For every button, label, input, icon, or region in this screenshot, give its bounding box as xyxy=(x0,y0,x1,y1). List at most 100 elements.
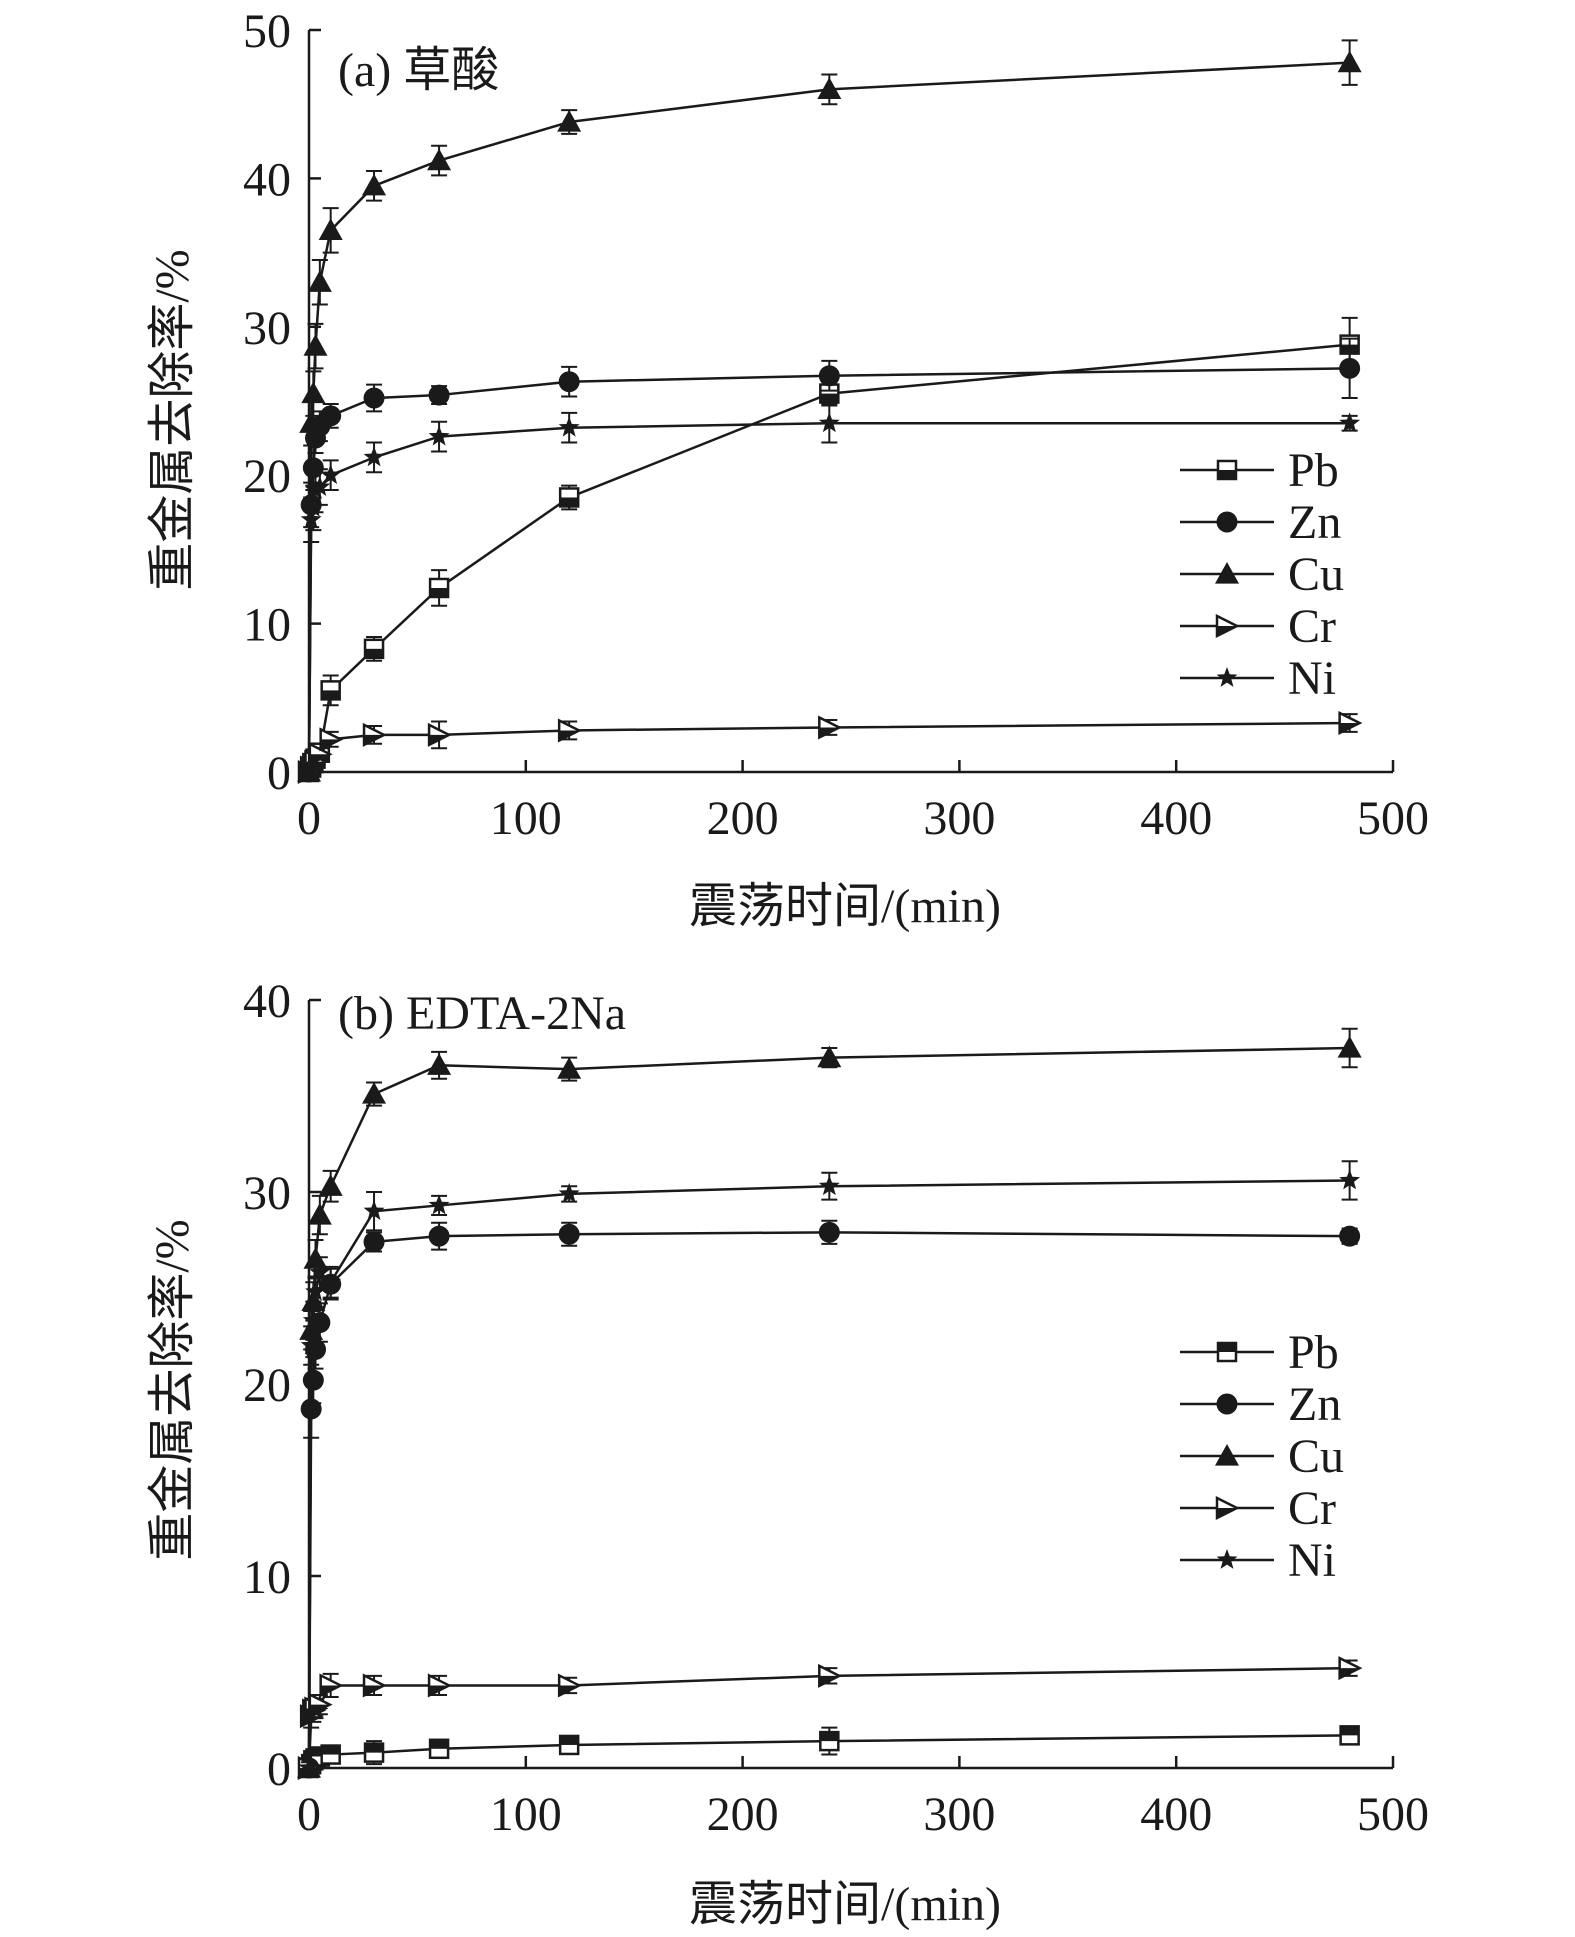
data-point-ni xyxy=(298,761,320,781)
legend-item-ni: Ni xyxy=(1180,652,1336,705)
x-tick-label: 100 xyxy=(490,792,562,845)
data-point-cr xyxy=(362,722,387,747)
data-point-cr xyxy=(427,1673,452,1698)
legend-item-zn: Zn xyxy=(1180,1378,1341,1431)
x-tick-label: 400 xyxy=(1140,792,1212,845)
y-tick-label: 20 xyxy=(243,450,291,503)
legend-label-ni: Ni xyxy=(1288,652,1336,705)
series-ni xyxy=(298,1160,1361,1777)
series-cr xyxy=(297,1656,1363,1781)
x-tick-label: 0 xyxy=(297,792,321,845)
data-point-cu xyxy=(427,1053,452,1075)
data-point-cu xyxy=(362,1082,387,1104)
data-point-zn xyxy=(818,1221,840,1243)
data-point-cu xyxy=(427,148,452,171)
data-point-zn xyxy=(363,387,385,409)
data-point-cu xyxy=(1337,1036,1362,1058)
x-tick-label: 100 xyxy=(490,1788,562,1841)
data-point-ni xyxy=(298,1757,320,1777)
data-point-cr xyxy=(818,1663,843,1688)
series-line-zn xyxy=(307,1231,1350,1769)
data-point-pb xyxy=(428,577,450,599)
panel-b-y-axis-title: 重金属去除率/% xyxy=(146,1219,199,1560)
y-tick-label: 10 xyxy=(243,599,291,652)
legend-item-ni: Ni xyxy=(1180,1534,1336,1587)
series-zn xyxy=(298,1219,1361,1779)
legend-item-pb: Pb xyxy=(1180,444,1339,497)
y-tick-label: 10 xyxy=(243,1551,291,1604)
data-point-cr xyxy=(557,718,582,743)
panel-b-axes: 0 100 200 300 400 500 0 10 20 30 40 xyxy=(243,975,1429,1841)
legend-label-zn: Zn xyxy=(1288,1378,1341,1431)
legend-label-pb: Pb xyxy=(1288,444,1339,497)
panel-b-plot xyxy=(297,1027,1363,1781)
legend-marker-zn xyxy=(1216,1393,1238,1415)
y-tick-label: 30 xyxy=(243,302,291,355)
y-tick-label: 0 xyxy=(267,747,291,800)
data-point-zn xyxy=(428,384,450,406)
y-tick-label: 0 xyxy=(267,1743,291,1796)
data-point-cu xyxy=(362,173,387,196)
data-point-ni xyxy=(1339,1169,1361,1190)
data-point-ni xyxy=(305,1280,326,1301)
data-point-cr xyxy=(319,727,344,752)
data-point-pb xyxy=(320,680,341,701)
data-point-ni xyxy=(558,416,580,437)
legend-marker-ni xyxy=(1216,667,1238,687)
legend-label-cr: Cr xyxy=(1288,1482,1336,1535)
data-point-zn xyxy=(1339,1225,1361,1247)
legend-label-cu: Cu xyxy=(1288,1430,1344,1483)
legend-item-cr: Cr xyxy=(1180,1482,1336,1535)
series-ni xyxy=(298,402,1361,781)
legend-item-cu: Cu xyxy=(1180,548,1344,601)
data-point-pb xyxy=(558,487,580,508)
data-point-ni xyxy=(363,446,385,467)
data-point-pb xyxy=(428,1738,450,1760)
legend-item-cu: Cu xyxy=(1180,1430,1344,1483)
x-tick-label: 500 xyxy=(1357,1788,1429,1841)
y-tick-label: 20 xyxy=(243,1359,291,1412)
series-pb xyxy=(298,1725,1360,1779)
data-point-cu xyxy=(817,1045,842,1068)
data-point-pb xyxy=(558,1734,580,1756)
legend-marker-cu xyxy=(1215,1444,1239,1466)
panel-a-plot xyxy=(297,39,1363,785)
data-point-ni xyxy=(302,1309,324,1330)
data-point-cr xyxy=(557,1673,582,1698)
data-point-cr xyxy=(319,1673,344,1698)
legend-label-pb: Pb xyxy=(1288,1326,1339,1379)
x-tick-label: 200 xyxy=(707,792,779,845)
legend-item-cr: Cr xyxy=(1180,600,1336,653)
data-point-pb xyxy=(1339,1725,1360,1746)
x-tick-label: 500 xyxy=(1357,792,1429,845)
legend-marker-pb xyxy=(1216,459,1238,481)
data-point-pb xyxy=(363,1742,385,1763)
legend-marker-cu xyxy=(1215,562,1239,584)
data-point-ni xyxy=(309,1261,331,1282)
panel-a-y-axis-title: 重金属去除率/% xyxy=(146,249,199,590)
legend-label-cu: Cu xyxy=(1288,548,1344,601)
data-point-zn xyxy=(558,371,580,393)
data-point-ni xyxy=(558,1182,580,1203)
y-tick-label: 40 xyxy=(243,153,291,206)
data-point-ni xyxy=(428,1194,450,1215)
data-point-ni xyxy=(300,508,322,529)
data-point-zn xyxy=(1339,357,1361,379)
legend-marker-cr xyxy=(1215,1495,1240,1521)
series-line-cu xyxy=(307,1046,1350,1769)
panel-a: 0 100 200 300 400 500 0 10 20 30 40 50 (a) 草酸 震荡时间/… xyxy=(146,5,1429,933)
legend-item-zn: Zn xyxy=(1180,496,1341,549)
y-tick-label: 40 xyxy=(243,975,291,1028)
x-tick-label: 200 xyxy=(707,1788,779,1841)
legend-label-cr: Cr xyxy=(1288,600,1336,653)
legend-marker-pb xyxy=(1216,1341,1238,1363)
x-tick-label: 300 xyxy=(923,792,995,845)
panel-b-label: (b) EDTA-2Na xyxy=(338,987,626,1040)
panel-a-x-axis-title: 震荡时间/(min) xyxy=(689,880,1001,933)
data-point-cr xyxy=(427,722,452,747)
data-point-ni xyxy=(1339,412,1361,433)
data-point-cu xyxy=(301,1289,326,1312)
legend-item-pb: Pb xyxy=(1180,1326,1339,1379)
data-point-cu xyxy=(307,1203,332,1225)
